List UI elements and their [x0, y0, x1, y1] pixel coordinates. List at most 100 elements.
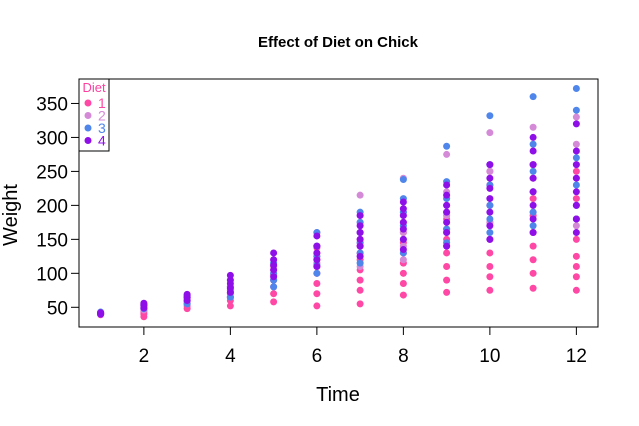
data-points [97, 85, 580, 321]
data-point [443, 181, 451, 189]
x-tick-label: 6 [312, 346, 323, 367]
data-point [356, 300, 364, 308]
data-point [529, 242, 537, 250]
data-point [486, 263, 494, 271]
data-point [486, 222, 494, 230]
data-point [529, 215, 537, 223]
data-point [356, 235, 364, 243]
x-axis: 2 4 6 8 10 12 [139, 327, 587, 367]
legend-entry-label: 1 [98, 95, 106, 111]
data-point [399, 225, 407, 233]
data-point [486, 112, 494, 120]
data-point [313, 269, 321, 277]
y-tick-label: 300 [36, 128, 68, 149]
data-point [572, 147, 580, 155]
data-point [313, 263, 321, 271]
data-point [572, 85, 580, 93]
data-point [313, 249, 321, 257]
data-point [572, 140, 580, 148]
data-point [270, 261, 278, 269]
data-point [270, 273, 278, 281]
data-point [313, 280, 321, 288]
y-tick-label: 100 [36, 264, 68, 285]
data-point [443, 142, 451, 150]
data-point [270, 249, 278, 257]
data-point [356, 222, 364, 230]
y-tick-label: 150 [36, 230, 68, 251]
legend-entry-label: 3 [98, 120, 106, 136]
chart-title: Effect of Diet on Chick [258, 34, 419, 51]
data-point [356, 259, 364, 267]
data-point [356, 276, 364, 284]
data-point [529, 284, 537, 292]
data-point [399, 198, 407, 206]
data-point [486, 201, 494, 209]
series-2 [97, 113, 580, 318]
data-point [270, 283, 278, 291]
legend-entry-label: 4 [98, 133, 106, 149]
data-point [486, 161, 494, 169]
x-tick-label: 4 [225, 346, 236, 367]
data-point [313, 242, 321, 250]
data-point [486, 129, 494, 137]
data-point [572, 106, 580, 114]
data-point [572, 229, 580, 237]
data-point [572, 286, 580, 294]
data-point [572, 181, 580, 189]
data-point [270, 256, 278, 264]
data-point [572, 201, 580, 209]
plot-area-frame [78, 78, 599, 328]
legend-entry-label: 2 [98, 108, 106, 124]
series-3 [97, 85, 580, 318]
data-point [572, 120, 580, 128]
y-tick-label: 350 [36, 94, 68, 115]
x-tick-label: 8 [398, 346, 409, 367]
data-point [529, 140, 537, 148]
data-point [399, 269, 407, 277]
data-point [486, 208, 494, 216]
data-point [486, 286, 494, 294]
data-point [443, 263, 451, 271]
data-point [572, 273, 580, 281]
legend-marker [84, 124, 92, 132]
data-point [529, 229, 537, 237]
data-point [529, 147, 537, 155]
data-point [572, 195, 580, 203]
data-point [356, 212, 364, 220]
data-point [399, 235, 407, 243]
data-point [399, 212, 407, 220]
data-point [572, 154, 580, 162]
series-1 [97, 161, 580, 321]
data-point [486, 229, 494, 237]
data-point [443, 150, 451, 158]
data-point [183, 290, 191, 298]
data-point [572, 252, 580, 260]
data-point [529, 256, 537, 264]
data-point [443, 191, 451, 199]
series-4 [97, 120, 580, 318]
data-point [529, 188, 537, 196]
data-point [443, 229, 451, 237]
data-point [313, 232, 321, 240]
data-point [399, 246, 407, 254]
data-point [529, 133, 537, 141]
data-point [486, 215, 494, 223]
data-point [529, 123, 537, 131]
data-point [140, 299, 148, 307]
data-point [529, 161, 537, 169]
data-point [443, 242, 451, 250]
data-point [572, 167, 580, 175]
data-point [572, 174, 580, 182]
data-point [486, 184, 494, 192]
y-axis: 50 100 150 200 250 300 350 [36, 94, 79, 319]
data-point [529, 167, 537, 175]
data-point [572, 235, 580, 243]
data-point [443, 218, 451, 226]
y-tick-label: 250 [36, 162, 68, 183]
x-axis-label: Time [316, 384, 360, 406]
data-point [572, 188, 580, 196]
legend-title: Diet [82, 80, 106, 95]
data-point [226, 302, 234, 310]
